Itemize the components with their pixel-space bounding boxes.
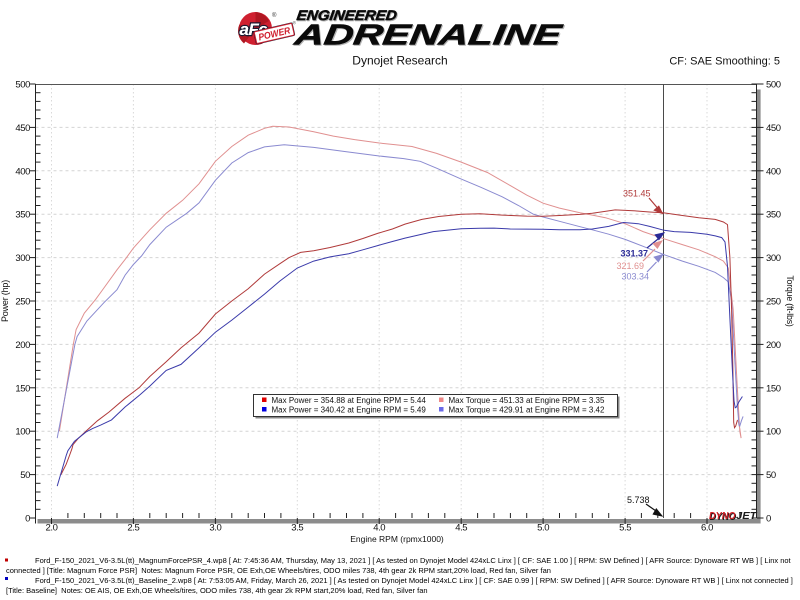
svg-text:Engine RPM (rpmx1000): Engine RPM (rpmx1000)	[350, 534, 444, 544]
svg-text:250: 250	[15, 297, 30, 308]
svg-text:200: 200	[766, 340, 781, 351]
svg-text:6.0: 6.0	[701, 523, 713, 534]
svg-text:ADRENALINE: ADRENALINE	[292, 21, 566, 53]
svg-text:3.0: 3.0	[209, 523, 221, 534]
svg-text:350: 350	[15, 210, 30, 221]
svg-text:ENGINEERED: ENGINEERED	[296, 7, 398, 23]
svg-text:3.5: 3.5	[291, 523, 303, 534]
svg-text:450: 450	[15, 123, 30, 134]
svg-text:Dynojet Research: Dynojet Research	[352, 54, 447, 68]
svg-text:Ford_F-150_2021_V6-3.5L(tt)_Ba: Ford_F-150_2021_V6-3.5L(tt)_Baseline_2.w…	[35, 576, 793, 585]
svg-text:JET: JET	[736, 510, 758, 522]
svg-text:Max Torque = 451.33 at Engine: Max Torque = 451.33 at Engine RPM = 3.35	[449, 396, 606, 405]
svg-text:2.5: 2.5	[127, 523, 139, 534]
svg-text:50: 50	[20, 470, 30, 481]
svg-text:100: 100	[766, 427, 781, 438]
svg-text:®: ®	[292, 19, 297, 26]
svg-text:0: 0	[766, 514, 771, 525]
svg-text:DYNO: DYNO	[710, 511, 737, 523]
svg-text:400: 400	[766, 166, 781, 177]
svg-text:500: 500	[766, 80, 781, 91]
svg-text:Max Power = 354.88 at Engine R: Max Power = 354.88 at Engine RPM = 5.44	[272, 396, 427, 405]
svg-text:250: 250	[766, 297, 781, 308]
svg-text:200: 200	[15, 340, 30, 351]
svg-text:Max Torque = 429.91 at Engine: Max Torque = 429.91 at Engine RPM = 3.42	[449, 406, 606, 415]
svg-text:5.0: 5.0	[537, 523, 549, 534]
svg-text:450: 450	[766, 123, 781, 134]
svg-text:connected ] [Title: Magnum For: connected ] [Title: Magnum Force PSR] No…	[6, 566, 551, 575]
svg-text:5.5: 5.5	[619, 523, 631, 534]
svg-text:CF: SAE Smoothing: 5: CF: SAE Smoothing: 5	[669, 56, 780, 68]
svg-text:350: 350	[766, 210, 781, 221]
svg-text:2.0: 2.0	[45, 523, 57, 534]
svg-text:351.45: 351.45	[623, 189, 651, 199]
svg-text:Power (hp): Power (hp)	[0, 280, 10, 322]
svg-text:300: 300	[766, 253, 781, 264]
svg-text:500: 500	[15, 80, 30, 91]
svg-text:150: 150	[766, 383, 781, 394]
svg-text:Max Power = 340.42 at Engine R: Max Power = 340.42 at Engine RPM = 5.49	[272, 406, 427, 415]
svg-text:4.5: 4.5	[455, 523, 467, 534]
svg-text:400: 400	[15, 166, 30, 177]
svg-text:®: ®	[272, 12, 277, 19]
svg-text:Torque (ft-lbs): Torque (ft-lbs)	[785, 275, 795, 327]
svg-text:5.738: 5.738	[627, 495, 650, 505]
svg-text:0: 0	[25, 514, 30, 525]
svg-text:321.69: 321.69	[617, 261, 645, 271]
svg-text:Ford_F-150_2021_V6-3.5L(tt)_Ma: Ford_F-150_2021_V6-3.5L(tt)_MagnumForceP…	[35, 556, 792, 565]
svg-text:331.37: 331.37	[621, 249, 649, 259]
svg-text:50: 50	[766, 470, 776, 481]
svg-text:300: 300	[15, 253, 30, 264]
svg-text:303.34: 303.34	[622, 272, 650, 282]
svg-text:150: 150	[15, 383, 30, 394]
svg-text:[Title: Baseline] Notes: OE A: [Title: Baseline] Notes: OE AIS, OE Exh,…	[6, 586, 428, 595]
svg-text:ENGINEERED: ENGINEERED	[297, 8, 399, 24]
svg-text:100: 100	[15, 427, 30, 438]
svg-text:4.0: 4.0	[373, 523, 385, 534]
svg-text:ADRENALINE: ADRENALINE	[291, 20, 565, 52]
svg-text:DYNO: DYNO	[709, 510, 736, 522]
